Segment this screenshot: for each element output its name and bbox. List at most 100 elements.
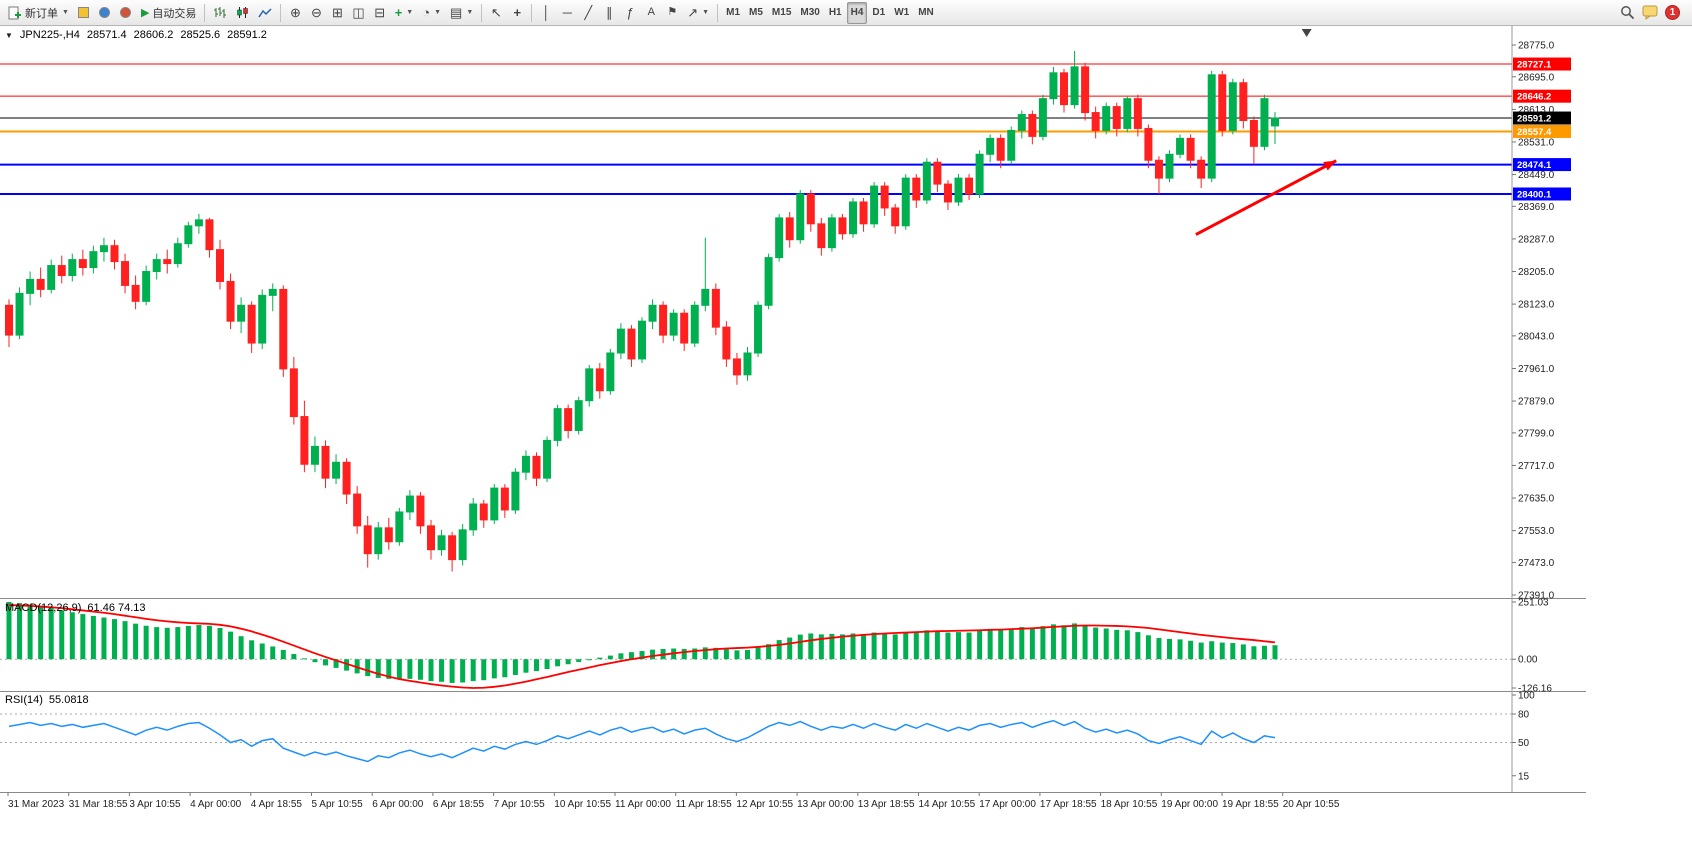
svg-text:31 Mar 2023: 31 Mar 2023 bbox=[8, 799, 65, 810]
tile-windows-button[interactable]: ⊞ bbox=[327, 2, 347, 24]
chevron-down-icon: ▼ bbox=[466, 9, 474, 16]
horizontal-line-objects[interactable] bbox=[0, 63, 1512, 195]
cursor-button[interactable]: ↖ bbox=[486, 2, 506, 24]
zoom-in-button[interactable]: ⊕ bbox=[285, 2, 305, 24]
svg-text:13 Apr 18:55: 13 Apr 18:55 bbox=[858, 799, 915, 810]
svg-text:31 Mar 18:55: 31 Mar 18:55 bbox=[69, 799, 128, 810]
svg-text:28531.0: 28531.0 bbox=[1518, 137, 1555, 148]
macd-axis[interactable]: 251.03 0.00 -126.16 bbox=[1512, 598, 1552, 695]
svg-text:28205.0: 28205.0 bbox=[1518, 267, 1555, 278]
svg-text:27391.0: 27391.0 bbox=[1518, 591, 1555, 602]
crosshair-button[interactable]: + bbox=[507, 2, 527, 24]
notification-badge[interactable]: 1 bbox=[1665, 5, 1680, 20]
rsi-indicator-label: RSI(14) 55.0818 bbox=[5, 694, 89, 706]
timeframe-button-d1[interactable]: D1 bbox=[868, 2, 889, 24]
svg-text:13 Apr 00:00: 13 Apr 00:00 bbox=[797, 799, 854, 810]
horizontal-line-button[interactable]: ─ bbox=[557, 2, 577, 24]
community-icon bbox=[99, 7, 111, 18]
autotrading-icon: ▶ bbox=[140, 7, 150, 19]
timeframe-button-m30[interactable]: M30 bbox=[796, 2, 823, 24]
search-icon[interactable] bbox=[1620, 5, 1635, 20]
new-order-button[interactable]: 新订单 ▼ bbox=[4, 2, 73, 24]
toolbar-right-group: 1 bbox=[1620, 5, 1688, 20]
svg-text:27635.0: 27635.0 bbox=[1518, 494, 1555, 505]
svg-text:12 Apr 10:55: 12 Apr 10:55 bbox=[736, 799, 793, 810]
timeframe-button-w1[interactable]: W1 bbox=[890, 2, 913, 24]
remove-indicator-window-icon: ⊟ bbox=[374, 5, 386, 20]
svg-text:5 Apr 10:55: 5 Apr 10:55 bbox=[312, 799, 364, 810]
horizontal-line-icon: ─ bbox=[562, 5, 572, 20]
chat-icon[interactable] bbox=[1642, 5, 1658, 20]
macd-values: 61.46 74.13 bbox=[87, 602, 146, 614]
time-axis[interactable]: 31 Mar 2023 31 Mar 18:55 3 Apr 10:55 4 Apr … bbox=[7, 792, 1340, 811]
toolbar-separator bbox=[280, 3, 282, 22]
label-button[interactable]: ⚑ bbox=[662, 2, 682, 24]
trend-arrow[interactable] bbox=[1195, 159, 1337, 236]
svg-text:6 Apr 18:55: 6 Apr 18:55 bbox=[433, 799, 485, 810]
metaeditor-button[interactable] bbox=[74, 2, 94, 24]
svg-text:14 Apr 10:55: 14 Apr 10:55 bbox=[919, 799, 976, 810]
trendline-button[interactable]: ╱ bbox=[578, 2, 598, 24]
svg-text:19 Apr 00:00: 19 Apr 00:00 bbox=[1161, 799, 1218, 810]
chevron-down-icon: ▼ bbox=[434, 9, 442, 16]
arrows-button[interactable]: ↗ ▼ bbox=[683, 2, 713, 24]
svg-text:17 Apr 00:00: 17 Apr 00:00 bbox=[979, 799, 1036, 810]
line-chart-button[interactable] bbox=[254, 2, 276, 24]
timeframe-button-m5[interactable]: M5 bbox=[745, 2, 767, 24]
svg-text:28591.2: 28591.2 bbox=[1517, 114, 1551, 125]
svg-text:50: 50 bbox=[1518, 738, 1530, 749]
svg-text:20 Apr 10:55: 20 Apr 10:55 bbox=[1283, 799, 1340, 810]
cursor-icon: ↖ bbox=[490, 5, 502, 20]
autotrading-button[interactable]: ▶ 自动交易 bbox=[137, 2, 200, 24]
svg-text:27879.0: 27879.0 bbox=[1518, 397, 1555, 408]
svg-text:-126.16: -126.16 bbox=[1518, 684, 1552, 695]
timeframe-button-m1[interactable]: M1 bbox=[722, 2, 744, 24]
remove-indicator-window-button[interactable]: ⊟ bbox=[370, 2, 390, 24]
zoom-out-button[interactable]: ⊖ bbox=[306, 2, 326, 24]
svg-text:7 Apr 10:55: 7 Apr 10:55 bbox=[494, 799, 546, 810]
text-button[interactable]: A bbox=[641, 2, 661, 24]
price-axis[interactable]: 28775.0 28695.0 28613.0 28531.0 28449.0 28369… bbox=[1512, 41, 1555, 602]
svg-text:28775.0: 28775.0 bbox=[1518, 41, 1555, 52]
toolbar-separator bbox=[531, 3, 533, 22]
timeframe-label: H1 bbox=[828, 7, 842, 18]
timeframe-button-h4[interactable]: H4 bbox=[846, 1, 868, 24]
svg-text:11 Apr 18:55: 11 Apr 18:55 bbox=[676, 799, 732, 810]
timeframe-button-h1[interactable]: H1 bbox=[825, 2, 846, 24]
vertical-line-button[interactable]: │ bbox=[536, 2, 556, 24]
timeframe-button-m15[interactable]: M15 bbox=[768, 2, 795, 24]
bar-chart-button[interactable] bbox=[209, 2, 231, 24]
candlestick-chart-button[interactable] bbox=[232, 2, 253, 24]
chart-open-value: 28571.4 bbox=[86, 29, 127, 41]
fibonacci-button[interactable]: ƒ bbox=[620, 2, 640, 24]
svg-text:28043.0: 28043.0 bbox=[1518, 331, 1555, 342]
timeframe-toolbar: M1 M5 M15 M30 H1 H4 D1 W1 MN bbox=[722, 1, 938, 24]
timeframe-button-mn[interactable]: MN bbox=[914, 2, 938, 24]
timeframe-label: M1 bbox=[726, 7, 741, 18]
new-order-icon bbox=[8, 6, 21, 19]
channel-button[interactable]: ∥ bbox=[599, 2, 619, 24]
svg-text:27961.0: 27961.0 bbox=[1518, 364, 1555, 375]
chevron-down-icon: ▼ bbox=[702, 9, 710, 16]
indicator-window-icon: ◫ bbox=[352, 5, 365, 20]
chart-canvas[interactable]: 28775.0 28695.0 28613.0 28531.0 28449.0 28369… bbox=[0, 26, 1692, 853]
chart-menu-arrow-icon[interactable]: ▼ bbox=[5, 30, 13, 40]
indicator-window-button[interactable]: ◫ bbox=[348, 2, 368, 24]
templates-button[interactable]: ▤ ▼ bbox=[446, 2, 477, 24]
toolbar-separator bbox=[204, 3, 206, 22]
community-button[interactable] bbox=[95, 2, 115, 24]
svg-text:28695.0: 28695.0 bbox=[1518, 72, 1555, 83]
svg-text:28400.1: 28400.1 bbox=[1517, 189, 1552, 200]
rsi-line bbox=[8, 719, 1276, 763]
rsi-axis[interactable]: 100 80 50 15 bbox=[1512, 691, 1535, 783]
svg-text:4 Apr 00:00: 4 Apr 00:00 bbox=[190, 799, 242, 810]
svg-text:80: 80 bbox=[1518, 710, 1530, 721]
timeframe-label: M15 bbox=[771, 7, 792, 18]
svg-text:28474.1: 28474.1 bbox=[1517, 160, 1552, 171]
add-indicator-button[interactable]: + ▼ bbox=[391, 2, 418, 24]
periods-button[interactable]: ◔ ▼ bbox=[418, 2, 445, 24]
timeframe-label: H4 bbox=[850, 7, 864, 18]
candlestick-series bbox=[5, 50, 1279, 572]
mql5-button[interactable] bbox=[116, 2, 136, 24]
